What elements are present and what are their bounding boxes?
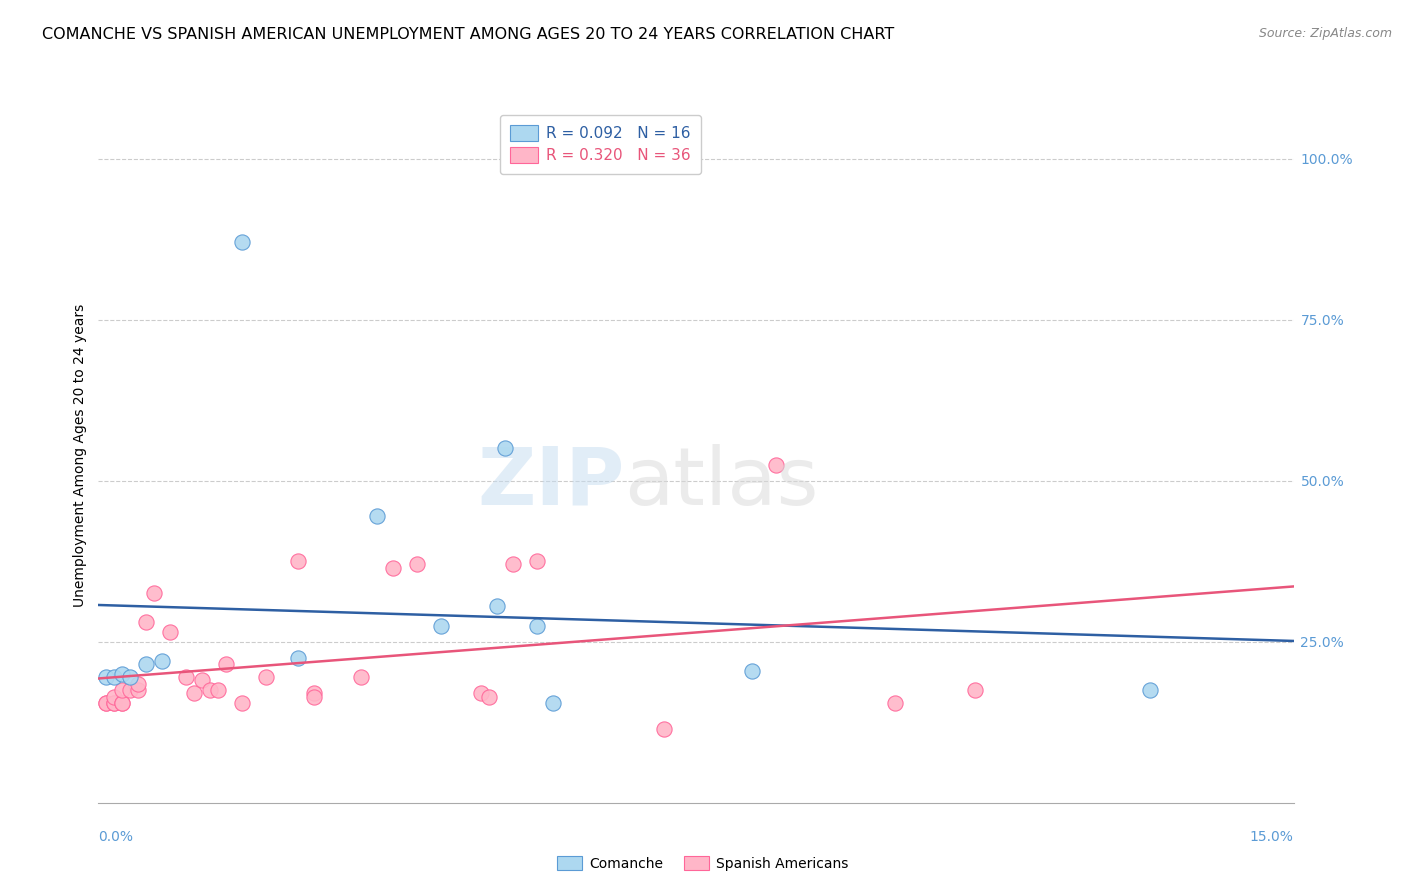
Point	[526, 554, 548, 568]
Point	[406, 558, 429, 572]
Point	[302, 686, 325, 700]
Point	[127, 683, 149, 698]
Point	[541, 696, 564, 710]
Legend: R = 0.092   N = 16, R = 0.320   N = 36: R = 0.092 N = 16, R = 0.320 N = 36	[499, 115, 702, 174]
Y-axis label: Unemployment Among Ages 20 to 24 years: Unemployment Among Ages 20 to 24 years	[73, 303, 87, 607]
Point	[884, 696, 907, 710]
Point	[103, 696, 125, 710]
Point	[174, 670, 197, 684]
Point	[135, 615, 157, 630]
Point	[111, 683, 134, 698]
Point	[494, 442, 516, 456]
Point	[963, 683, 986, 698]
Point	[231, 235, 253, 250]
Point	[502, 558, 524, 572]
Point	[96, 670, 118, 684]
Point	[143, 586, 166, 600]
Point	[366, 509, 388, 524]
Point	[478, 690, 501, 704]
Point	[207, 683, 229, 698]
Point	[382, 560, 405, 574]
Point	[430, 618, 453, 632]
Point	[191, 673, 214, 688]
Point	[350, 670, 373, 684]
Point	[120, 670, 142, 684]
Text: atlas: atlas	[624, 443, 818, 522]
Point	[1139, 683, 1161, 698]
Point	[96, 696, 118, 710]
Text: 15.0%: 15.0%	[1250, 830, 1294, 844]
Point	[183, 686, 205, 700]
Point	[111, 667, 134, 681]
Point	[231, 696, 253, 710]
Point	[111, 696, 134, 710]
Point	[96, 696, 118, 710]
Point	[485, 599, 508, 614]
Point	[135, 657, 157, 672]
Point	[254, 670, 277, 684]
Point	[198, 683, 221, 698]
Point	[470, 686, 492, 700]
Text: COMANCHE VS SPANISH AMERICAN UNEMPLOYMENT AMONG AGES 20 TO 24 YEARS CORRELATION : COMANCHE VS SPANISH AMERICAN UNEMPLOYMEN…	[42, 27, 894, 42]
Point	[120, 683, 142, 698]
Legend: Comanche, Spanish Americans: Comanche, Spanish Americans	[553, 850, 853, 876]
Point	[765, 458, 787, 472]
Point	[159, 625, 181, 640]
Point	[111, 696, 134, 710]
Text: Source: ZipAtlas.com: Source: ZipAtlas.com	[1258, 27, 1392, 40]
Point	[287, 651, 309, 665]
Point	[103, 690, 125, 704]
Point	[103, 670, 125, 684]
Point	[652, 722, 675, 736]
Point	[127, 676, 149, 690]
Point	[103, 696, 125, 710]
Point	[150, 654, 173, 668]
Point	[287, 554, 309, 568]
Point	[526, 618, 548, 632]
Point	[215, 657, 238, 672]
Text: ZIP: ZIP	[477, 443, 624, 522]
Point	[741, 664, 763, 678]
Point	[302, 690, 325, 704]
Text: 0.0%: 0.0%	[98, 830, 134, 844]
